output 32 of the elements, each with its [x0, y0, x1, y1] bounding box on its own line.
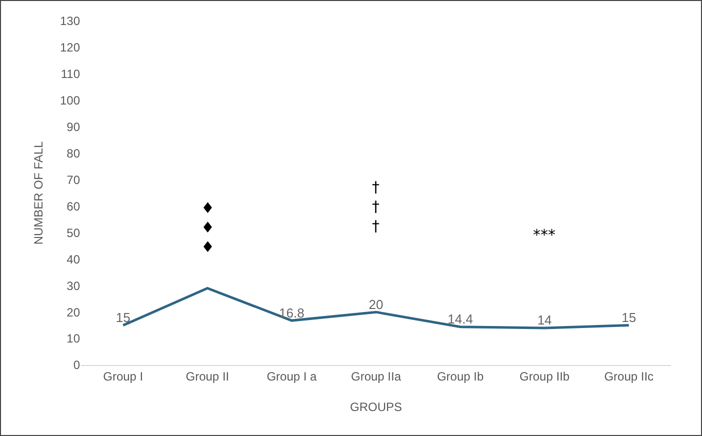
y-tick-label: 120 — [60, 40, 80, 55]
y-tick-label: 30 — [66, 278, 80, 293]
data-label: 14 — [537, 312, 552, 328]
data-label: 20 — [368, 296, 384, 312]
data-label: 16.8 — [279, 305, 304, 320]
y-axis-title: NUMBER OF FALL — [31, 141, 46, 245]
y-tick-label: 0 — [73, 358, 80, 372]
annotation: *** — [533, 226, 556, 244]
y-tick-label: 50 — [66, 226, 80, 240]
x-tick-label: Group IIb — [520, 369, 570, 384]
data-label: 15 — [116, 310, 130, 326]
data-label: 14.4 — [448, 312, 473, 327]
data-label: 15 — [622, 310, 636, 326]
x-tick-label: Group I a — [266, 369, 318, 384]
y-tick-label: 60 — [66, 199, 80, 214]
y-tick-label: 40 — [66, 252, 80, 266]
annotation: ♦ ♦ ♦ — [201, 199, 214, 256]
y-tick-label: 90 — [66, 120, 80, 134]
annotation: † † † — [372, 178, 380, 235]
x-tick-label: Group II — [186, 369, 230, 384]
y-tick-label: 130 — [60, 14, 80, 28]
y-tick-label: 10 — [66, 332, 80, 346]
y-tick-label: 80 — [66, 146, 80, 161]
y-tick-label: 110 — [60, 67, 80, 82]
y-tick-label: 100 — [60, 94, 80, 108]
x-tick-label: Group Ib — [436, 369, 484, 384]
x-tick-label: Group I — [103, 369, 144, 384]
x-axis-title: GROUPS — [350, 400, 402, 414]
y-tick-label: 70 — [66, 172, 80, 187]
x-tick-label: Group IIc — [604, 369, 654, 384]
y-tick-label: 20 — [66, 305, 80, 320]
x-tick-label: Group IIa — [350, 369, 402, 384]
